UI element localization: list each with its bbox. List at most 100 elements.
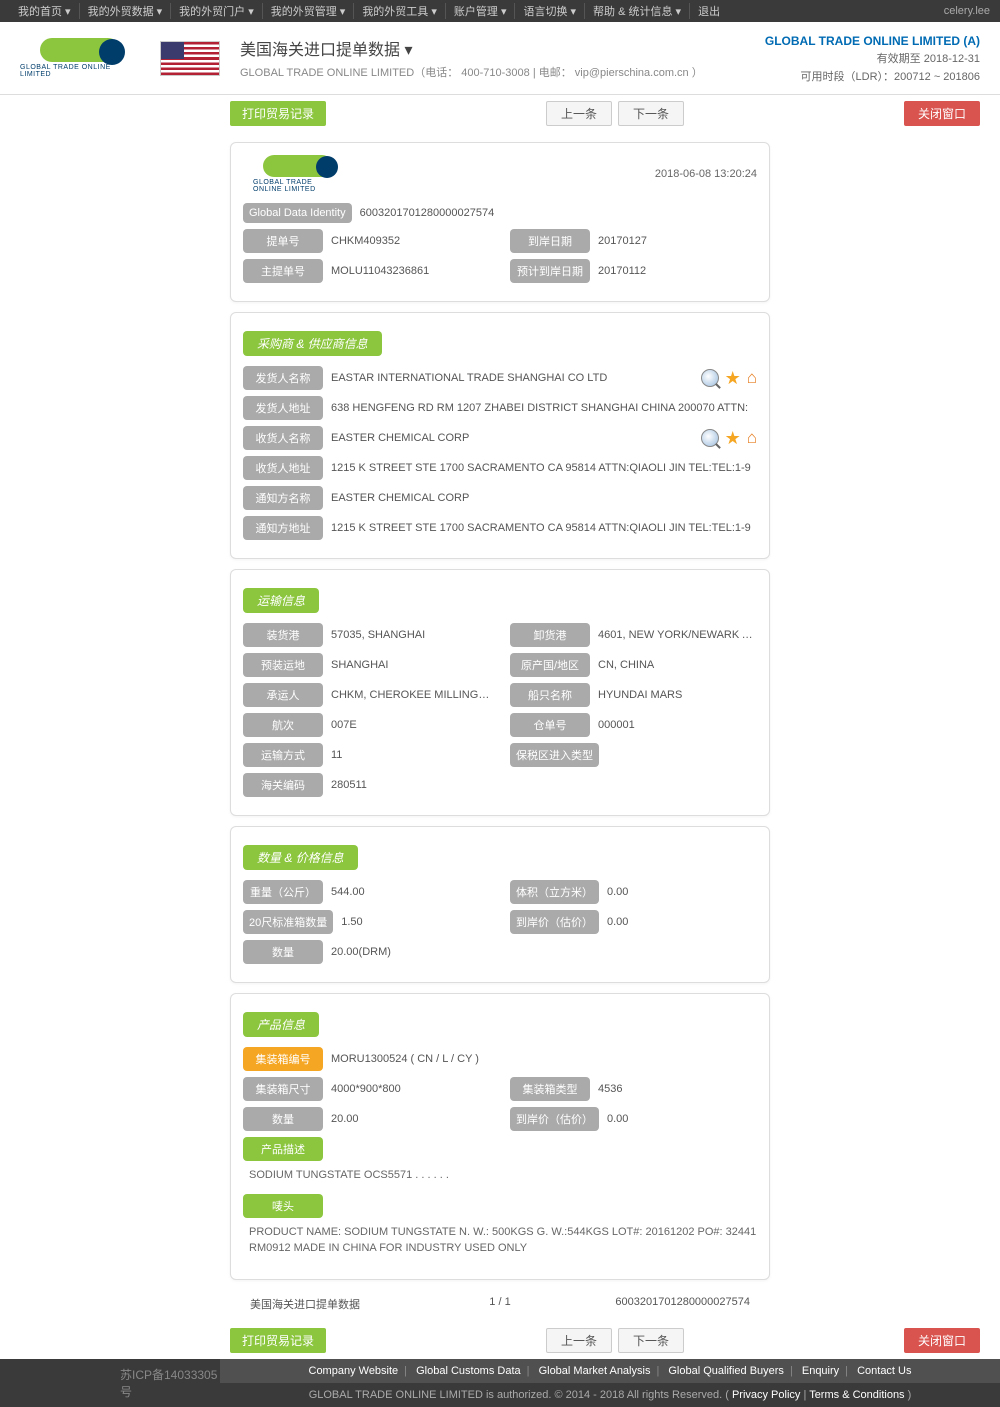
- shipper-addr-value: 638 HENGFENG RD RM 1207 ZHABEI DISTRICT …: [331, 402, 757, 414]
- product-panel: 产品信息 集装箱编号MORU1300524 ( CN / L / CY ) 集装…: [230, 993, 770, 1280]
- product-qty-label: 数量: [243, 1107, 323, 1131]
- shipper-addr-label: 发货人地址: [243, 396, 323, 420]
- load-port-label: 装货港: [243, 623, 323, 647]
- warehouse-label: 仓单号: [510, 713, 590, 737]
- footer-link-customs[interactable]: Global Customs Data: [416, 1365, 521, 1377]
- footer-link-contact[interactable]: Contact Us: [857, 1365, 911, 1377]
- star-icon[interactable]: ★: [725, 428, 741, 449]
- doc-header-panel: GLOBAL TRADE ONLINE LIMITED 2018-06-08 1…: [230, 142, 770, 302]
- footer-center: 1 / 1: [470, 1296, 530, 1312]
- next-button[interactable]: 下一条: [618, 101, 684, 126]
- container-no-label: 集装箱编号: [243, 1047, 323, 1071]
- prev-button[interactable]: 上一条: [546, 1328, 612, 1353]
- weight-value: 544.00: [331, 886, 490, 898]
- logo-text: GLOBAL TRADE ONLINE LIMITED: [253, 179, 343, 193]
- notify-addr-label: 通知方地址: [243, 516, 323, 540]
- teu-value: 1.50: [341, 916, 490, 928]
- page-subtitle: GLOBAL TRADE ONLINE LIMITED（电话： 400-710-…: [240, 64, 765, 80]
- mark-value: PRODUCT NAME: SODIUM TUNGSTATE N. W.: 50…: [249, 1224, 757, 1257]
- footer-link-company[interactable]: Company Website: [309, 1365, 399, 1377]
- print-button[interactable]: 打印贸易记录: [230, 1328, 326, 1353]
- menu-lang[interactable]: 语言切换 ▾: [515, 3, 585, 19]
- gdi-label: Global Data Identity: [243, 203, 352, 223]
- notify-addr-value: 1215 K STREET STE 1700 SACRAMENTO CA 958…: [331, 522, 757, 534]
- home-icon[interactable]: ⌂: [747, 368, 757, 388]
- us-flag-icon: [160, 41, 220, 76]
- menu-portal[interactable]: 我的外贸门户 ▾: [171, 3, 263, 19]
- vessel-label: 船只名称: [510, 683, 590, 707]
- notify-name-value: EASTER CHEMICAL CORP: [331, 492, 757, 504]
- qty-price-title: 数量 & 价格信息: [243, 845, 358, 870]
- shipper-name-value: EASTAR INTERNATIONAL TRADE SHANGHAI CO L…: [331, 372, 693, 384]
- search-icon[interactable]: [701, 429, 719, 447]
- menu-data[interactable]: 我的外贸数据 ▾: [80, 3, 172, 19]
- logo[interactable]: GLOBAL TRADE ONLINE LIMITED: [20, 38, 140, 78]
- page-title[interactable]: 美国海关进口提单数据 ▾: [240, 36, 765, 60]
- qty-price-panel: 数量 & 价格信息 重量（公斤）544.00 体积（立方米）0.00 20尺标准…: [230, 826, 770, 983]
- topbar: 我的首页 ▾ 我的外贸数据 ▾ 我的外贸门户 ▾ 我的外贸管理 ▾ 我的外贸工具…: [0, 0, 1000, 22]
- prev-button[interactable]: 上一条: [546, 101, 612, 126]
- menu-help[interactable]: 帮助 & 统计信息 ▾: [585, 3, 690, 19]
- privacy-link[interactable]: Privacy Policy: [732, 1389, 800, 1401]
- close-button[interactable]: 关闭窗口: [904, 1328, 980, 1353]
- current-user[interactable]: celery.lee: [944, 5, 990, 17]
- footer-link-enquiry[interactable]: Enquiry: [802, 1365, 839, 1377]
- mode-value: 11: [331, 749, 490, 761]
- menu-tools[interactable]: 我的外贸工具 ▾: [354, 3, 446, 19]
- search-icon[interactable]: [701, 369, 719, 387]
- est-arrival-label: 预计到岸日期: [510, 259, 590, 283]
- mode-label: 运输方式: [243, 743, 323, 767]
- shipper-name-label: 发货人名称: [243, 366, 323, 390]
- footer-left: 美国海关进口提单数据: [250, 1296, 470, 1312]
- account-company: GLOBAL TRADE ONLINE LIMITED (A): [765, 34, 980, 48]
- transport-title: 运输信息: [243, 588, 319, 613]
- mark-label: 唛头: [243, 1194, 323, 1218]
- title-block: 美国海关进口提单数据 ▾ GLOBAL TRADE ONLINE LIMITED…: [240, 36, 765, 80]
- load-port-value: 57035, SHANGHAI: [331, 629, 490, 641]
- button-bar-top: 打印贸易记录 上一条 下一条 关闭窗口: [0, 95, 1000, 132]
- account-ldr: 可用时段（LDR）：200712 ~ 201806: [765, 68, 980, 84]
- next-button[interactable]: 下一条: [618, 1328, 684, 1353]
- warehouse-value: 000001: [598, 719, 757, 731]
- container-type-label: 集装箱类型: [510, 1077, 590, 1101]
- vessel-value: HYUNDAI MARS: [598, 689, 757, 701]
- menu-account[interactable]: 账户管理 ▾: [446, 3, 516, 19]
- qty-label: 数量: [243, 940, 323, 964]
- footer-icp: 苏ICP备14033305号: [0, 1366, 220, 1400]
- product-title: 产品信息: [243, 1012, 319, 1037]
- bill-no-label: 提单号: [243, 229, 323, 253]
- product-cif-label: 到岸价（估价）: [510, 1107, 599, 1131]
- origin-value: CN, CHINA: [598, 659, 757, 671]
- master-value: MOLU11043236861: [331, 265, 490, 277]
- menu-home[interactable]: 我的首页 ▾: [10, 3, 80, 19]
- copy-prefix: GLOBAL TRADE ONLINE LIMITED is authorize…: [309, 1389, 732, 1401]
- menu-manage[interactable]: 我的外贸管理 ▾: [263, 3, 355, 19]
- panel-logo: GLOBAL TRADE ONLINE LIMITED: [253, 155, 343, 193]
- unload-port-label: 卸货港: [510, 623, 590, 647]
- product-cif-value: 0.00: [607, 1113, 757, 1125]
- header: GLOBAL TRADE ONLINE LIMITED 美国海关进口提单数据 ▾…: [0, 22, 1000, 95]
- close-button[interactable]: 关闭窗口: [904, 101, 980, 126]
- menu-logout[interactable]: 退出: [690, 3, 728, 19]
- terms-link[interactable]: Terms & Conditions: [809, 1389, 904, 1401]
- consignee-addr-value: 1215 K STREET STE 1700 SACRAMENTO CA 958…: [331, 462, 757, 474]
- pre-carriage-label: 预装运地: [243, 653, 323, 677]
- doc-timestamp: 2018-06-08 13:20:24: [655, 168, 757, 180]
- logo-text: GLOBAL TRADE ONLINE LIMITED: [20, 64, 140, 78]
- home-icon[interactable]: ⌂: [747, 428, 757, 448]
- transport-panel: 运输信息 装货港57035, SHANGHAI 卸货港4601, NEW YOR…: [230, 569, 770, 816]
- buyer-supplier-panel: 采购商 & 供应商信息 发货人名称 EASTAR INTERNATIONAL T…: [230, 312, 770, 559]
- weight-label: 重量（公斤）: [243, 880, 323, 904]
- logo-icon: [40, 38, 120, 62]
- container-type-value: 4536: [598, 1083, 757, 1095]
- buyer-supplier-title: 采购商 & 供应商信息: [243, 331, 382, 356]
- footer-link-buyers[interactable]: Global Qualified Buyers: [668, 1365, 784, 1377]
- master-label: 主提单号: [243, 259, 323, 283]
- est-arrival-value: 20170112: [598, 265, 757, 277]
- copy-suffix: ): [908, 1389, 912, 1401]
- carrier-label: 承运人: [243, 683, 323, 707]
- print-button[interactable]: 打印贸易记录: [230, 101, 326, 126]
- footer: 苏ICP备14033305号 Company Website| Global C…: [0, 1359, 1000, 1407]
- footer-link-market[interactable]: Global Market Analysis: [539, 1365, 651, 1377]
- star-icon[interactable]: ★: [725, 368, 741, 389]
